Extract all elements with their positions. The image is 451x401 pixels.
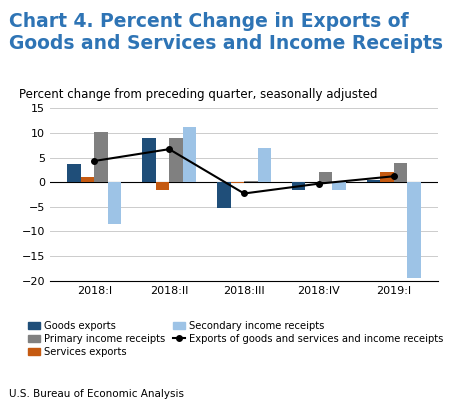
Legend: Goods exports, Primary income receipts, Services exports, Secondary income recei: Goods exports, Primary income receipts, … bbox=[23, 317, 446, 361]
Bar bbox=[379, 172, 393, 182]
Bar bbox=[67, 164, 81, 182]
Bar bbox=[169, 138, 182, 182]
Bar bbox=[393, 164, 406, 182]
Text: Percent change from preceding quarter, seasonally adjusted: Percent change from preceding quarter, s… bbox=[18, 88, 376, 101]
Bar bbox=[291, 182, 305, 190]
Bar bbox=[230, 182, 244, 183]
Text: Chart 4. Percent Change in Exports of
Goods and Services and Income Receipts: Chart 4. Percent Change in Exports of Go… bbox=[9, 12, 442, 53]
Text: U.S. Bureau of Economic Analysis: U.S. Bureau of Economic Analysis bbox=[9, 389, 184, 399]
Bar bbox=[108, 182, 121, 224]
Bar bbox=[366, 180, 379, 182]
Bar bbox=[318, 172, 331, 182]
Bar bbox=[156, 182, 169, 190]
Bar bbox=[216, 182, 230, 208]
Bar bbox=[94, 132, 108, 182]
Bar bbox=[142, 138, 156, 182]
Bar bbox=[182, 127, 196, 182]
Bar bbox=[244, 181, 257, 182]
Bar bbox=[406, 182, 420, 278]
Bar bbox=[257, 148, 271, 182]
Bar bbox=[331, 182, 345, 190]
Bar bbox=[81, 177, 94, 182]
